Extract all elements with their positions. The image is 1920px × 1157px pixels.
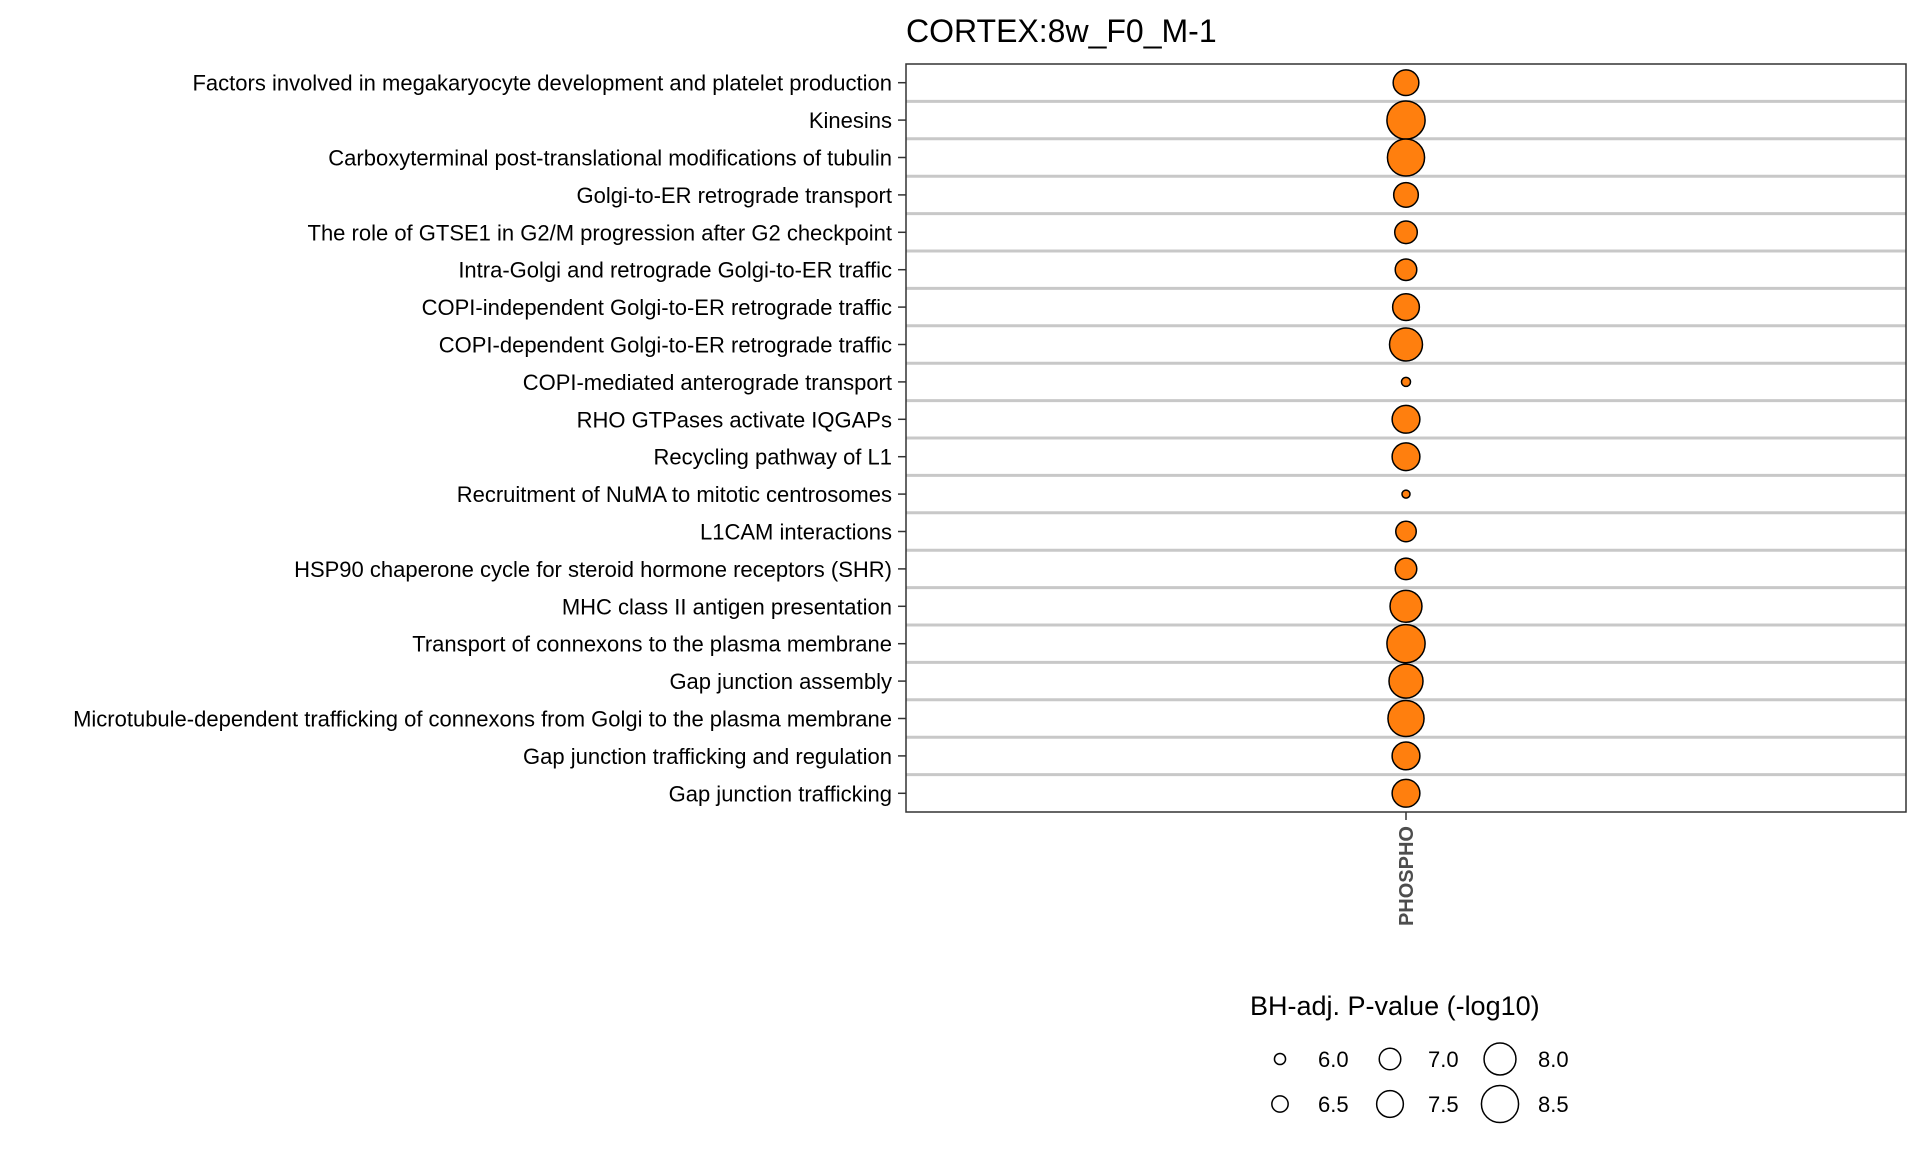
y-tick-label: MHC class II antigen presentation bbox=[562, 594, 892, 619]
data-point bbox=[1389, 589, 1423, 624]
y-tick-label: RHO GTPases activate IQGAPs bbox=[577, 407, 892, 432]
y-tick-label: Golgi-to-ER retrograde transport bbox=[577, 183, 892, 208]
data-point bbox=[1391, 404, 1421, 434]
legend-key bbox=[1378, 1047, 1402, 1071]
legend-label: 8.5 bbox=[1538, 1092, 1569, 1117]
legend-label: 7.5 bbox=[1428, 1092, 1459, 1117]
y-tick-label: Carboxyterminal post-translational modif… bbox=[328, 146, 892, 171]
y-tick-label: Factors involved in megakaryocyte develo… bbox=[192, 71, 892, 96]
data-point bbox=[1386, 623, 1426, 664]
data-point bbox=[1393, 220, 1419, 245]
legend-label: 6.5 bbox=[1318, 1092, 1349, 1117]
y-tick-label: Recruitment of NuMA to mitotic centrosom… bbox=[457, 482, 892, 507]
data-point bbox=[1386, 138, 1426, 177]
data-point bbox=[1392, 69, 1420, 97]
legend-key bbox=[1273, 1052, 1287, 1066]
data-point bbox=[1400, 376, 1412, 388]
x-tick-label: PHOSPHO bbox=[1396, 826, 1418, 926]
legend-key bbox=[1375, 1089, 1405, 1119]
data-point bbox=[1391, 442, 1421, 472]
legend-entries: 6.0 6.5 7.0 7.5 8.0 8.5 bbox=[1271, 1042, 1569, 1124]
data-point bbox=[1391, 778, 1421, 808]
x-axis: PHOSPHO bbox=[1396, 812, 1418, 926]
legend-key bbox=[1480, 1084, 1520, 1124]
legend: BH-adj. P-value (-log10) 6.0 6.5 7.0 7.5 8.0… bbox=[1250, 991, 1569, 1124]
data-point bbox=[1394, 557, 1418, 581]
y-tick-label: Kinesins bbox=[809, 108, 892, 133]
y-tick-label: Microtubule-dependent trafficking of con… bbox=[73, 707, 892, 732]
y-tick-label: Gap junction assembly bbox=[669, 669, 892, 694]
y-tick-label: The role of GTSE1 in G2/M progression af… bbox=[308, 220, 893, 245]
y-tick-label: COPI-independent Golgi-to-ER retrograde … bbox=[422, 295, 892, 320]
data-point bbox=[1391, 741, 1421, 771]
data-point bbox=[1394, 258, 1418, 282]
legend-label: 7.0 bbox=[1428, 1047, 1459, 1072]
legend-key bbox=[1483, 1042, 1517, 1076]
data-point bbox=[1401, 489, 1411, 499]
y-tick-label: L1CAM interactions bbox=[700, 520, 892, 545]
chart-title: CORTEX:8w_F0_M-1 bbox=[906, 13, 1217, 49]
y-tick-label: Intra-Golgi and retrograde Golgi-to-ER t… bbox=[458, 258, 892, 283]
data-point bbox=[1386, 100, 1426, 140]
y-tick-label: HSP90 chaperone cycle for steroid hormon… bbox=[294, 557, 892, 582]
data-point bbox=[1388, 327, 1424, 362]
y-axis: Factors involved in megakaryocyte develo… bbox=[73, 71, 906, 806]
y-tick-label: Gap junction trafficking bbox=[669, 781, 892, 806]
legend-label: 8.0 bbox=[1538, 1047, 1569, 1072]
y-tick-label: Gap junction trafficking and regulation bbox=[523, 744, 892, 769]
legend-title: BH-adj. P-value (-log10) bbox=[1250, 991, 1540, 1021]
data-point bbox=[1392, 181, 1420, 208]
y-tick-label: COPI-mediated anterograde transport bbox=[523, 370, 892, 395]
data-point bbox=[1388, 663, 1424, 699]
legend-key bbox=[1271, 1095, 1289, 1113]
y-tick-label: Recycling pathway of L1 bbox=[654, 445, 892, 470]
data-point bbox=[1395, 520, 1417, 543]
data-point bbox=[1387, 699, 1425, 738]
y-tick-label: COPI-dependent Golgi-to-ER retrograde tr… bbox=[439, 333, 892, 358]
points-layer bbox=[1386, 69, 1426, 808]
data-point bbox=[1391, 292, 1421, 322]
y-tick-label: Transport of connexons to the plasma mem… bbox=[412, 632, 892, 657]
legend-label: 6.0 bbox=[1318, 1047, 1349, 1072]
